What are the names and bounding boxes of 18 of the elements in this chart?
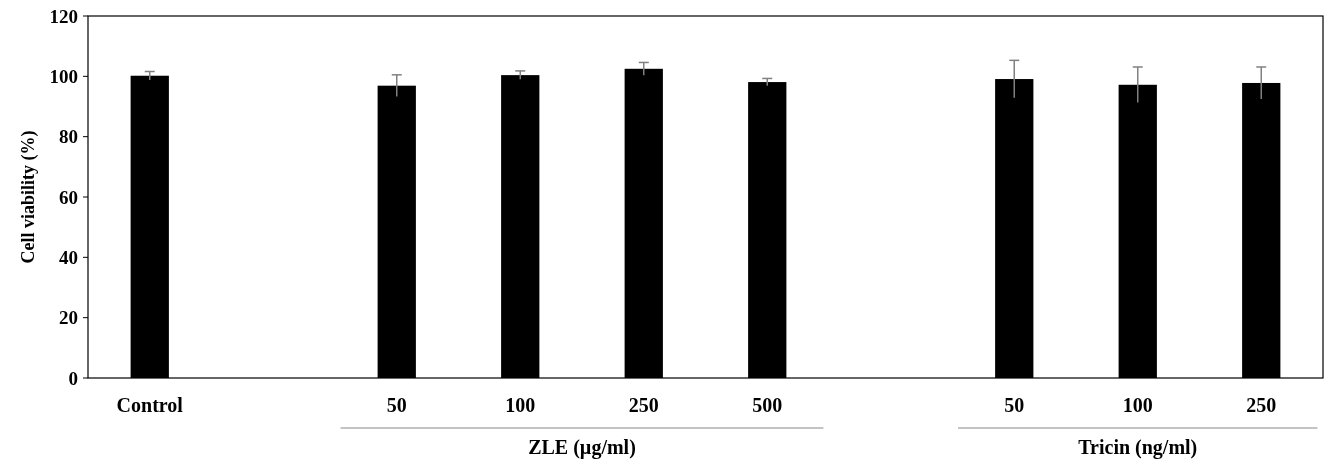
y-tick-label: 20 <box>59 307 78 329</box>
x-tick-label: 50 <box>386 394 407 416</box>
y-tick-label: 120 <box>49 5 78 27</box>
x-tick-label: Control <box>116 394 184 416</box>
y-tick-label: 80 <box>59 126 78 148</box>
y-tick-label: 60 <box>59 186 78 208</box>
text: Tricin (ng/ml) <box>1078 436 1198 459</box>
y-tick-label: 100 <box>49 65 78 87</box>
y-tick-label: 0 <box>68 367 78 389</box>
x-tick-label: 50 <box>1004 394 1025 416</box>
x-tick-label: 250 <box>628 394 659 416</box>
text: ZLE (µg/ml) <box>528 436 636 459</box>
x-tick-label: 500 <box>752 394 783 416</box>
y-axis-title: Cell viability (%) <box>18 130 39 264</box>
x-tick-label: 250 <box>1246 394 1277 416</box>
x-tick-label: 100 <box>1122 394 1153 416</box>
x-tick-label: 100 <box>505 394 536 416</box>
y-tick-label: 40 <box>59 246 78 268</box>
